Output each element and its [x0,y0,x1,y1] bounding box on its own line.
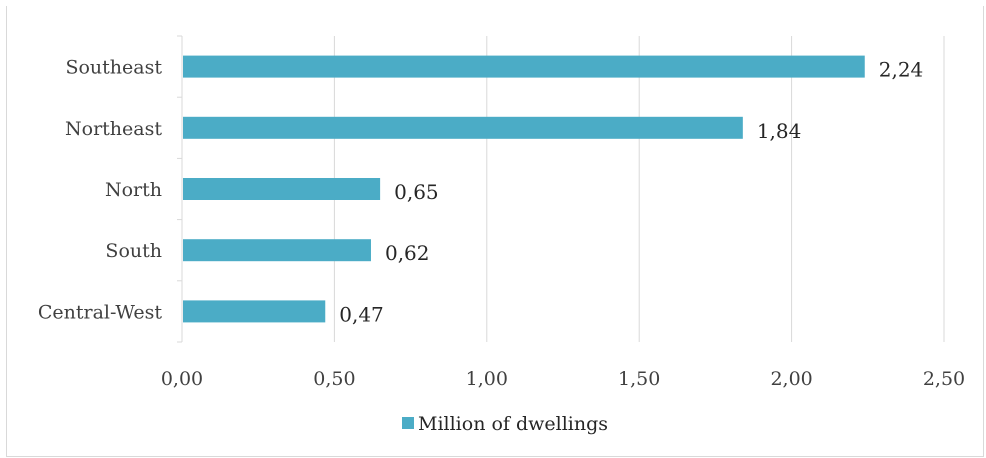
category-label: South [105,240,162,262]
x-tick-label: 2,50 [923,368,965,390]
bar-central-west [183,300,326,323]
x-tick-label: 0,50 [313,368,355,390]
gridlines [333,36,945,342]
category-label: North [105,179,162,201]
category-label: Central-West [38,301,162,323]
tick-labels: 0,00 0,50 1,00 1,50 2,00 2,50 [161,368,965,390]
value-label: 1,84 [757,119,802,143]
value-label: 0,62 [385,241,430,265]
category-axis [177,35,183,343]
legend: Million of dwellings [402,413,608,435]
legend-label: Million of dwellings [418,413,608,435]
bars [183,55,865,323]
legend-swatch [402,417,414,429]
value-labels: 2,24 1,84 0,65 0,62 0,47 [339,58,923,327]
x-tick-label: 1,00 [466,368,508,390]
x-tick-label: 2,00 [770,368,812,390]
chart-frame [6,6,984,457]
value-label: 2,24 [879,58,924,82]
x-tick-label: 1,50 [618,368,660,390]
value-label: 0,65 [394,180,439,204]
category-label: Southeast [65,57,162,79]
bar-south [183,239,371,262]
value-label: 0,47 [339,302,384,326]
bar-southeast [183,55,865,78]
bar-northeast [183,116,743,139]
category-labels: Southeast Northeast North South Central-West [38,57,162,324]
x-tick-label: 0,00 [161,368,203,390]
bar-north [183,178,381,200]
category-label: Northeast [65,118,162,140]
